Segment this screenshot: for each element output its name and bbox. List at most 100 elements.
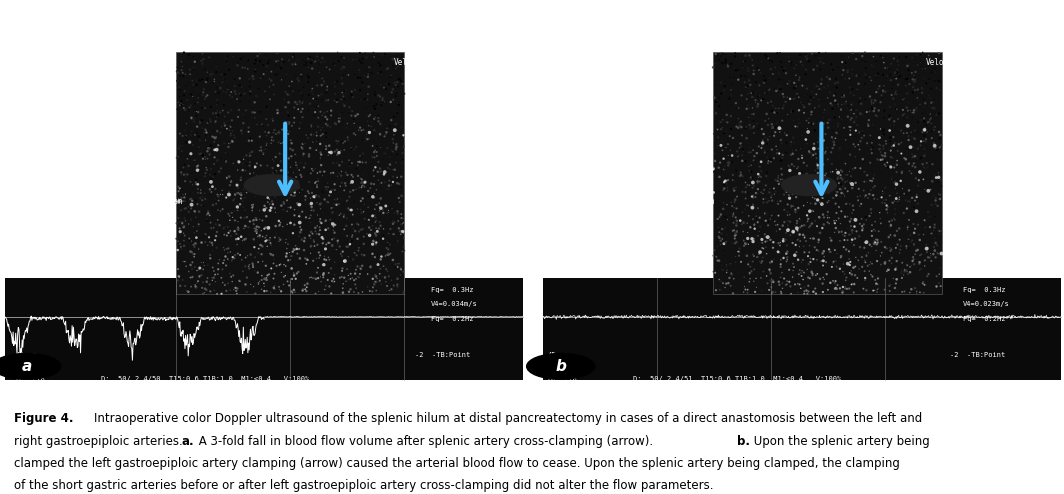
Point: [858, 287, 875, 294]
Point: [356, 95, 373, 103]
Point: [238, 223, 255, 231]
Point: [752, 247, 769, 255]
Point: [359, 230, 376, 238]
Point: [331, 149, 348, 157]
Point: [296, 281, 313, 289]
Point: [868, 280, 885, 288]
Point: [726, 204, 743, 211]
Point: [182, 131, 199, 139]
Point: [877, 149, 894, 157]
Point: [307, 178, 325, 186]
Point: [317, 145, 334, 153]
Point: [918, 128, 935, 136]
Point: [172, 243, 189, 251]
Point: [321, 123, 338, 131]
Point: [882, 281, 899, 288]
Point: [242, 158, 259, 166]
Point: [759, 199, 776, 206]
Point: [242, 82, 259, 90]
Point: [174, 72, 192, 80]
Point: [827, 277, 844, 285]
Point: [231, 106, 248, 114]
Point: [311, 230, 328, 238]
Point: [192, 264, 209, 272]
Point: [805, 120, 822, 127]
Point: [900, 216, 917, 224]
Point: [813, 80, 830, 88]
Point: [378, 128, 395, 136]
Point: [216, 119, 233, 127]
Point: [797, 237, 814, 245]
Point: [869, 195, 886, 203]
Point: [716, 163, 733, 170]
Point: [931, 134, 948, 142]
Point: [323, 277, 340, 285]
Point: [767, 104, 784, 112]
Point: [834, 231, 851, 239]
Point: [835, 190, 852, 198]
Point: [325, 275, 342, 283]
Point: [193, 150, 210, 158]
Point: [266, 168, 283, 176]
Point: [377, 50, 394, 58]
Point: [375, 209, 392, 217]
Point: [178, 120, 195, 127]
Point: [186, 250, 203, 258]
Point: [859, 139, 876, 147]
Point: [896, 95, 913, 103]
Point: [896, 266, 913, 274]
Point: [342, 206, 359, 214]
Point: [850, 97, 867, 105]
Point: [360, 73, 377, 81]
Point: [278, 235, 295, 243]
Point: [912, 141, 929, 149]
Point: [221, 212, 238, 220]
Point: [393, 124, 410, 132]
Point: [285, 192, 302, 200]
Point: [301, 274, 318, 282]
Point: [199, 119, 216, 127]
Point: [737, 286, 754, 293]
Point: [189, 166, 206, 174]
Point: [207, 200, 225, 207]
Point: [815, 261, 832, 269]
Point: [771, 242, 788, 249]
Point: [259, 139, 276, 147]
Point: [772, 175, 789, 183]
Point: [331, 162, 348, 169]
Point: [214, 107, 231, 115]
Point: [798, 52, 815, 60]
Point: [235, 52, 252, 60]
Point: [732, 123, 749, 130]
Point: [766, 190, 783, 198]
Point: [260, 198, 277, 206]
Point: [189, 189, 206, 197]
Point: [302, 211, 319, 219]
Point: [252, 106, 269, 114]
Point: [766, 81, 783, 88]
Point: [788, 224, 805, 232]
Point: [213, 290, 230, 298]
Point: [822, 99, 839, 107]
Point: [326, 97, 343, 105]
Point: [270, 130, 287, 138]
Point: [322, 169, 339, 177]
Point: [177, 70, 194, 78]
Point: [169, 265, 186, 273]
Point: [878, 140, 895, 148]
Point: [270, 217, 287, 225]
Point: [375, 225, 392, 233]
Point: [229, 95, 246, 103]
Point: [868, 57, 885, 65]
Point: [195, 278, 212, 286]
Point: [757, 89, 774, 97]
Point: [171, 273, 188, 281]
Point: [322, 112, 339, 120]
Point: [350, 289, 367, 297]
Point: [911, 258, 928, 266]
Point: [394, 200, 411, 207]
Point: [383, 286, 400, 293]
Point: [771, 83, 788, 91]
Point: [352, 197, 369, 205]
Point: [386, 79, 403, 87]
